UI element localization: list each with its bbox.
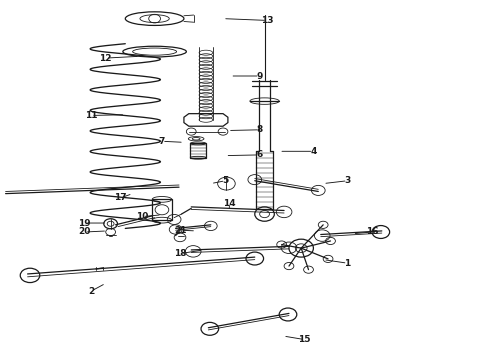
Text: 18: 18	[174, 249, 187, 258]
Text: 9: 9	[256, 72, 263, 81]
Text: 14: 14	[223, 199, 236, 208]
Text: 17: 17	[114, 193, 127, 202]
Text: 5: 5	[222, 176, 228, 185]
Text: 16: 16	[366, 228, 378, 237]
Bar	[152, 199, 171, 220]
Text: 7: 7	[159, 137, 165, 146]
Text: 21: 21	[174, 226, 187, 235]
Text: 6: 6	[257, 150, 263, 159]
Bar	[190, 143, 206, 158]
Text: 8: 8	[257, 125, 263, 134]
Text: 1: 1	[344, 259, 351, 268]
Text: 19: 19	[78, 219, 91, 228]
Text: 3: 3	[344, 176, 351, 185]
Text: 2: 2	[88, 287, 94, 296]
Text: 12: 12	[99, 54, 112, 63]
Text: 4: 4	[310, 147, 317, 156]
Text: 10: 10	[136, 212, 148, 221]
Text: 20: 20	[78, 228, 91, 237]
Text: 13: 13	[261, 16, 273, 25]
Text: 15: 15	[298, 335, 311, 344]
Text: 11: 11	[85, 111, 98, 120]
